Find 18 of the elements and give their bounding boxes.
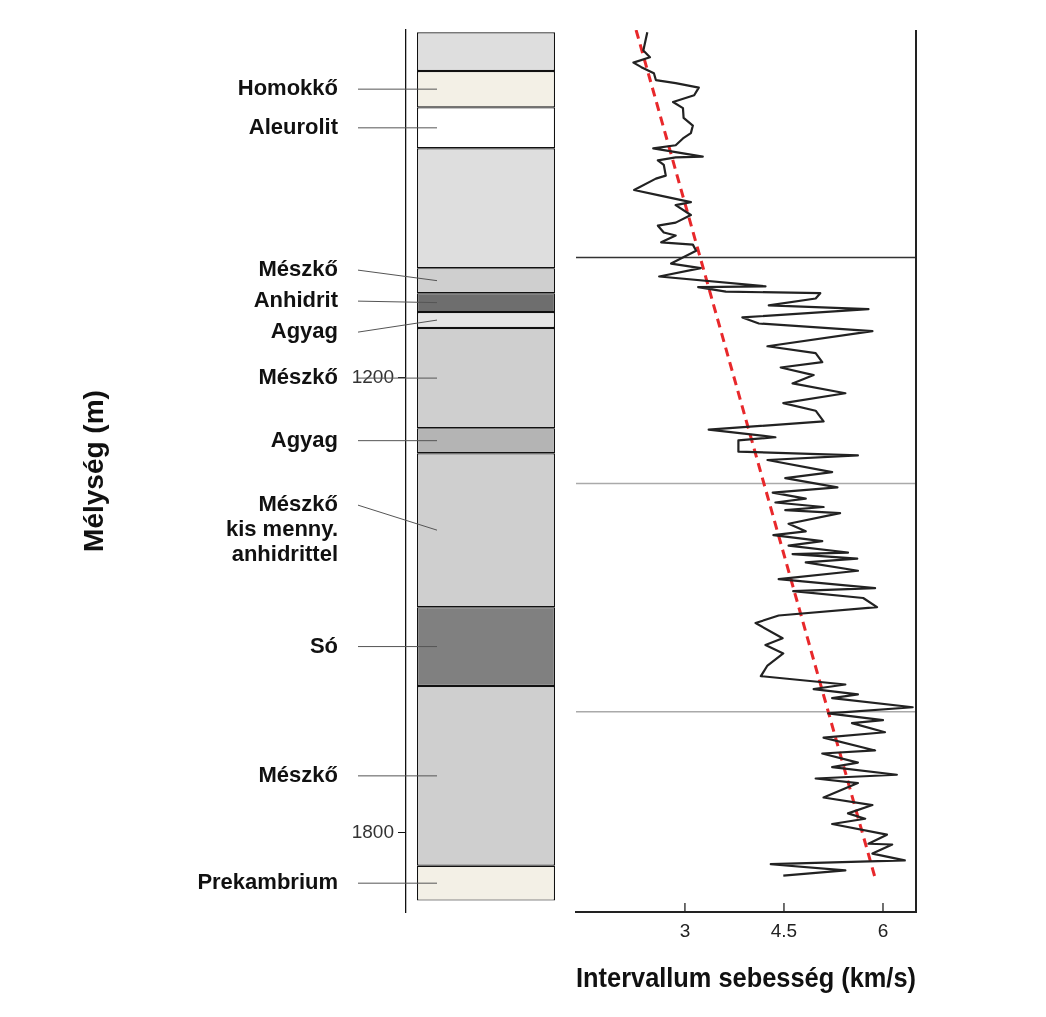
y-tick-label: 1200 <box>351 365 394 387</box>
text: Prekambrium <box>197 869 338 895</box>
y-tick-label: 1800 <box>351 820 394 842</box>
text: Homokkő <box>237 75 338 101</box>
text: Mészkő kis menny. anhidrittel <box>225 491 338 567</box>
y-axis-title: Mélység (m) <box>77 390 109 552</box>
x-tick-label: 3 <box>679 919 691 941</box>
text: Aleurolit <box>248 113 339 139</box>
text: Anhidrit <box>253 287 339 313</box>
text: Mészkő <box>258 761 338 787</box>
text: Agyag <box>270 318 338 344</box>
text: Mészkő <box>258 364 338 390</box>
x-tick-label: 6 <box>877 919 889 941</box>
text: Só <box>309 632 338 658</box>
text: Agyag <box>270 426 338 452</box>
text: Mészkő <box>258 256 338 282</box>
x-axis-title: Intervallum sebesség (km/s) <box>576 961 916 994</box>
x-tick-label: 4.5 <box>770 919 798 941</box>
